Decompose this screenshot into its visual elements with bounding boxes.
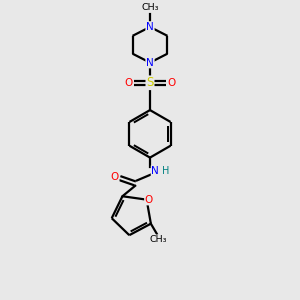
Text: H: H [162, 166, 169, 176]
Text: O: O [145, 195, 153, 205]
Text: N: N [146, 58, 154, 68]
Text: CH₃: CH₃ [149, 235, 167, 244]
Text: CH₃: CH₃ [141, 3, 159, 12]
Text: O: O [110, 172, 119, 182]
Text: S: S [146, 76, 154, 89]
Text: O: O [167, 78, 175, 88]
Text: N: N [152, 166, 159, 176]
Text: O: O [124, 78, 133, 88]
Text: N: N [146, 22, 154, 32]
